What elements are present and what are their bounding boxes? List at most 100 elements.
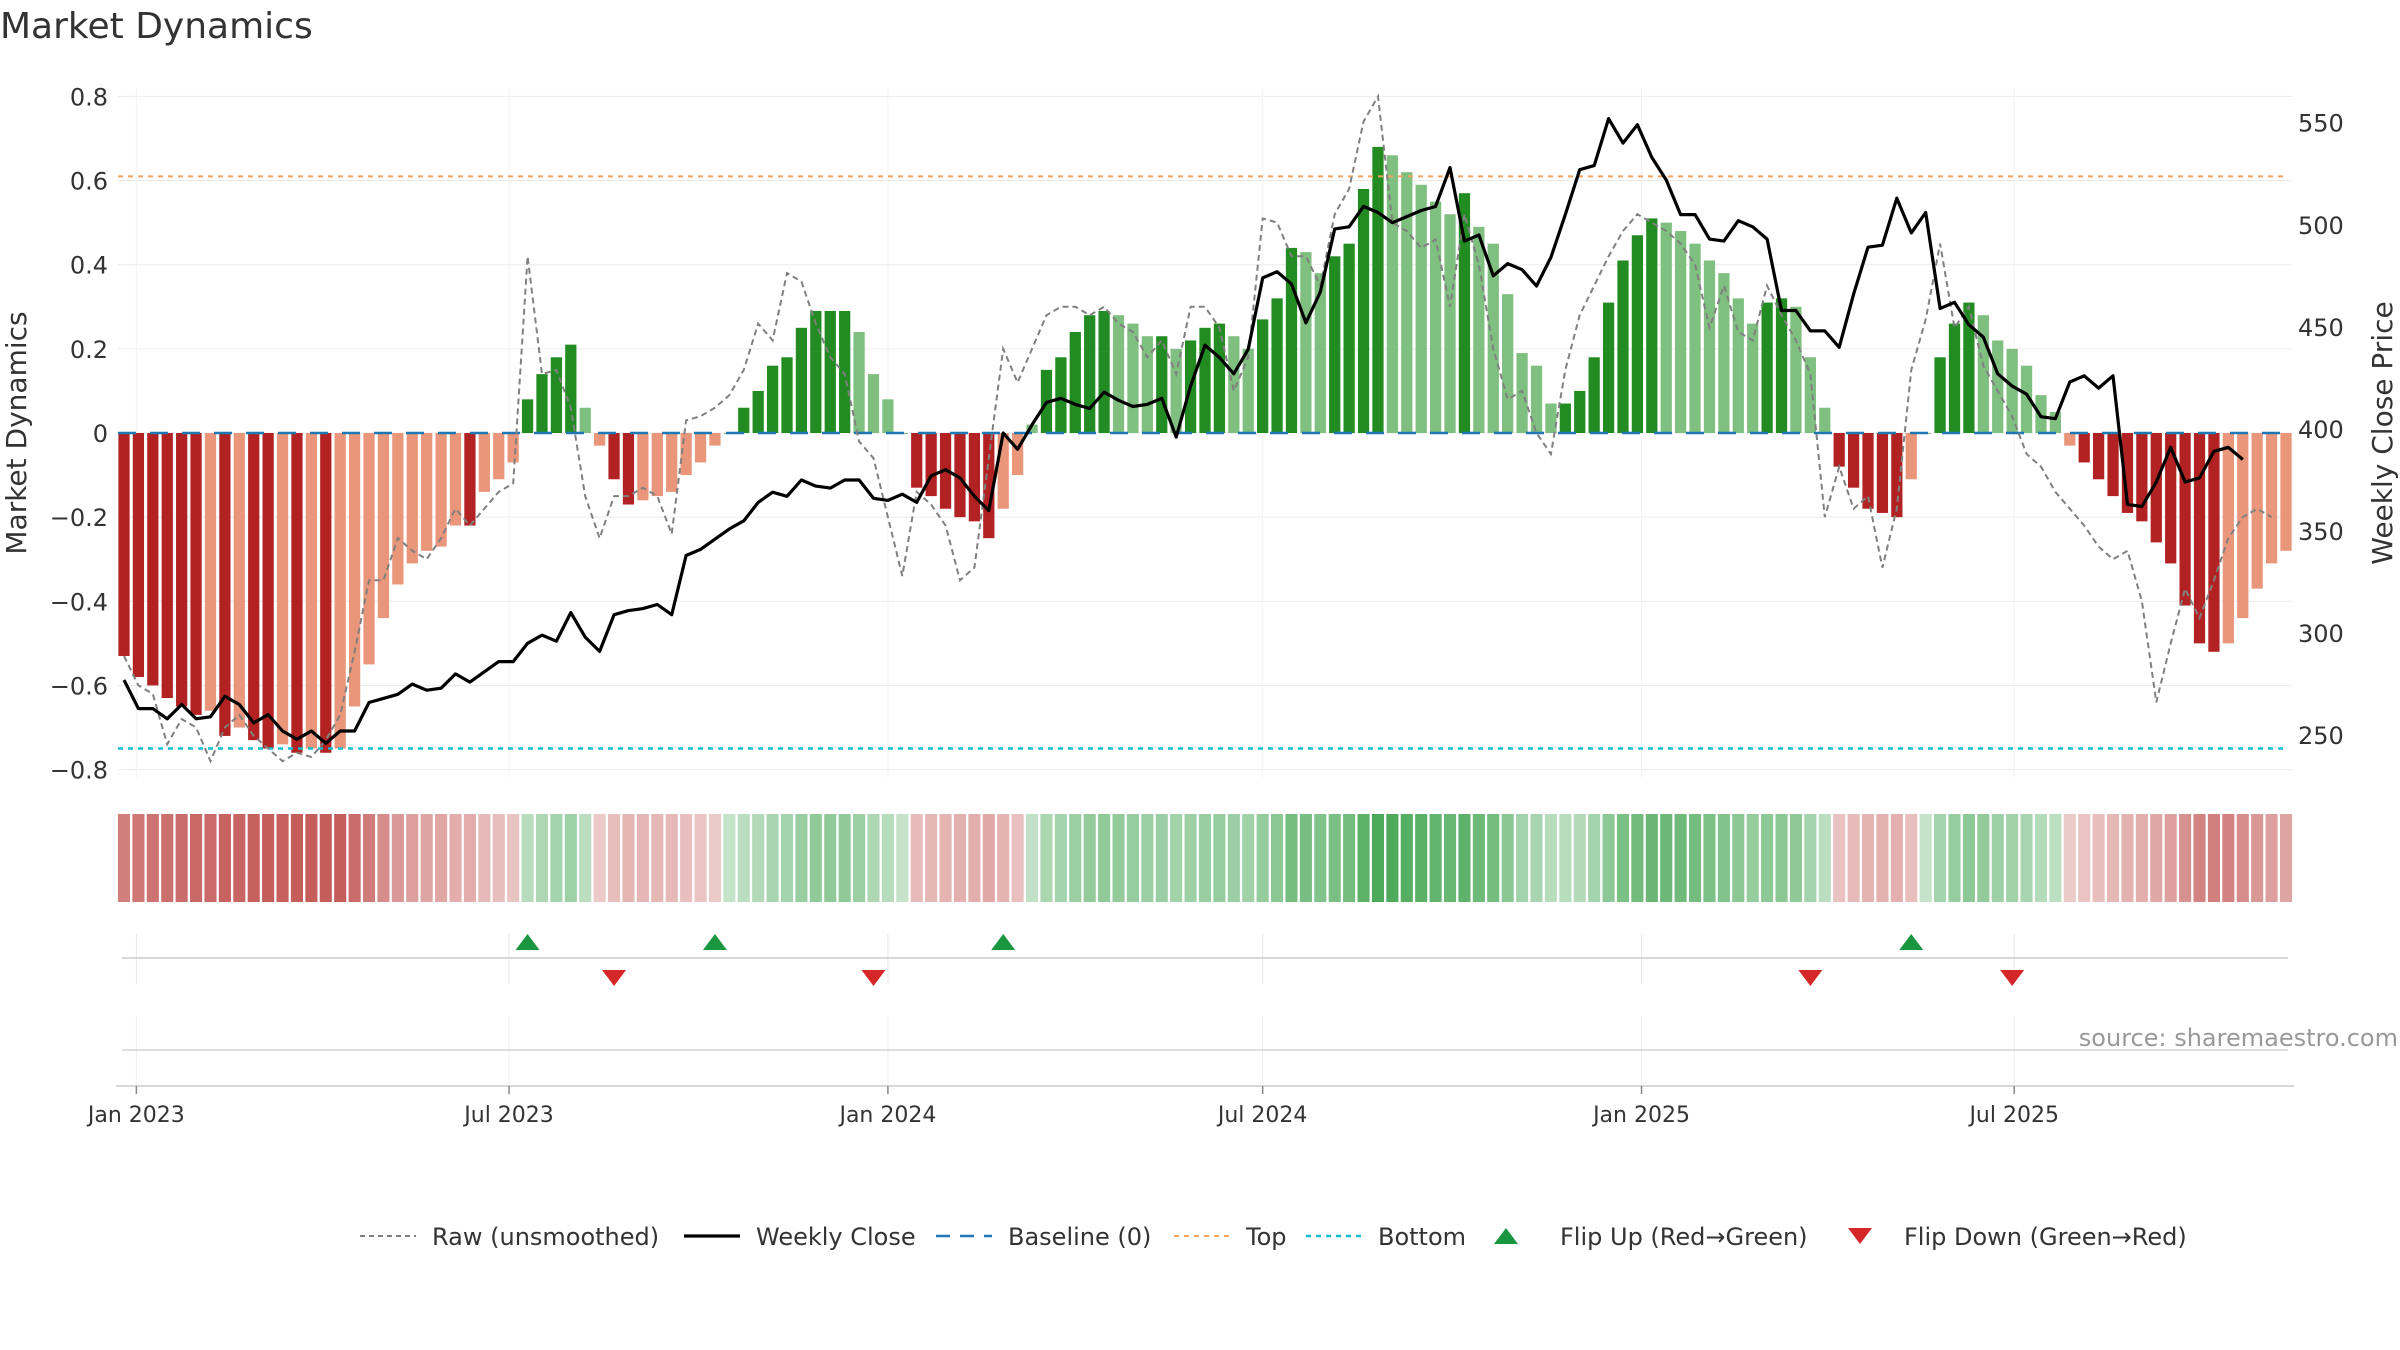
dynamics-bar <box>1775 298 1788 433</box>
dynamics-bar <box>464 433 476 526</box>
dynamics-bars <box>118 146 2292 753</box>
dynamics-bar <box>1300 252 1312 433</box>
dynamics-bar <box>1141 336 1153 433</box>
heat-cell <box>2006 814 2019 902</box>
dynamics-bar <box>1963 302 1975 433</box>
source-label: source: sharemaestro.com <box>2079 1024 2398 1052</box>
heat-cell <box>406 814 419 902</box>
dynamics-bar <box>1804 357 1816 433</box>
heat-cell <box>146 814 159 902</box>
dynamics-bar <box>1199 327 1211 433</box>
dynamics-bar <box>694 433 707 463</box>
heat-cell <box>968 814 981 902</box>
heat-cell <box>1962 814 1975 902</box>
heat-cell <box>939 814 952 902</box>
dynamics-bar <box>1703 260 1716 433</box>
dynamics-bar <box>233 433 245 728</box>
dynamics-bar <box>968 433 981 522</box>
flip-down-marker <box>2000 970 2025 986</box>
dynamics-bar <box>2107 433 2119 497</box>
heat-cell <box>391 814 404 902</box>
heat-cell <box>1761 814 1774 902</box>
dynamics-bar <box>2078 433 2090 463</box>
heat-cell <box>838 814 851 902</box>
heat-cell <box>607 814 621 902</box>
dynamics-bar <box>435 433 447 547</box>
y-right-axis-label: Weekly Close Price <box>2366 301 2399 564</box>
dynamics-bar <box>1271 298 1283 433</box>
heat-cell <box>435 814 448 902</box>
heat-cell <box>622 814 635 902</box>
heat-cell <box>2265 814 2278 902</box>
y-left-tick-label: −0.8 <box>50 757 108 785</box>
dynamics-bar <box>334 433 346 749</box>
dynamics-bar <box>406 433 418 564</box>
heat-cell <box>535 814 549 902</box>
y-right-tick-label: 450 <box>2298 314 2344 342</box>
dynamics-bar <box>1055 357 1067 433</box>
dynamics-bar <box>1819 407 1831 433</box>
raw-line <box>123 93 2273 764</box>
heat-cell <box>1285 814 1298 902</box>
dynamics-bar <box>305 433 317 749</box>
dynamics-bar <box>2020 365 2033 433</box>
dynamics-bar <box>507 433 519 463</box>
dynamics-bar <box>651 433 663 497</box>
heat-cell <box>665 814 678 902</box>
dynamics-bar <box>1502 294 1514 433</box>
heat-cell <box>1717 814 1730 902</box>
heat-cell <box>1141 814 1154 902</box>
dynamics-bar <box>204 433 217 711</box>
dynamics-bar <box>147 433 159 686</box>
heat-cell <box>1544 814 1557 902</box>
heat-cell <box>982 814 995 902</box>
dynamics-bar <box>781 357 793 433</box>
heat-cell <box>1991 814 2004 902</box>
dynamics-bar <box>1617 260 1629 433</box>
heat-cell <box>1919 814 1932 902</box>
x-tick-label: Jan 2024 <box>837 1103 936 1128</box>
dynamics-bar <box>766 365 779 433</box>
dynamics-bar <box>1718 273 1730 433</box>
heat-cell <box>780 814 794 902</box>
heat-cell <box>2135 814 2148 902</box>
dynamics-bar <box>752 390 764 433</box>
dynamics-bar <box>1069 332 1081 433</box>
dynamics-bar <box>853 332 865 433</box>
heat-cell <box>1126 814 1139 902</box>
heat-cell <box>1458 814 1471 902</box>
heat-cell <box>953 814 967 902</box>
heat-cell <box>2063 814 2076 902</box>
dynamics-bar <box>2006 348 2018 433</box>
heat-cell <box>362 814 376 902</box>
dynamics-bar <box>1545 403 1557 433</box>
heat-cell <box>1789 814 1803 902</box>
dynamics-bar <box>1098 310 1110 433</box>
heat-cell <box>2078 814 2091 902</box>
dynamics-bar <box>1429 201 1442 433</box>
dynamics-bar <box>1242 348 1254 433</box>
heat-cell <box>233 814 246 902</box>
dynamics-bar <box>709 433 721 446</box>
heat-cell <box>247 814 260 902</box>
heat-cell <box>161 814 174 902</box>
dynamics-bar <box>276 433 289 745</box>
y-left-tick-label: −0.2 <box>50 504 108 532</box>
y-right-tick-label: 350 <box>2298 518 2344 546</box>
dynamics-bar <box>1862 433 1874 509</box>
heat-cell <box>1660 814 1673 902</box>
heat-cell <box>1516 814 1529 902</box>
dynamics-bar <box>161 433 173 699</box>
weekly-close-line <box>122 116 2244 745</box>
dynamics-bar <box>176 433 188 707</box>
heat-cell <box>377 814 390 902</box>
heat-cell <box>1170 814 1183 902</box>
dynamics-bar <box>1934 357 1946 433</box>
dynamics-bar <box>190 433 202 715</box>
dynamics-bar <box>2280 433 2292 551</box>
price-lines <box>122 93 2273 764</box>
dynamics-bar <box>680 433 692 476</box>
heat-cell <box>1861 814 1875 902</box>
heat-cell <box>1559 814 1572 902</box>
